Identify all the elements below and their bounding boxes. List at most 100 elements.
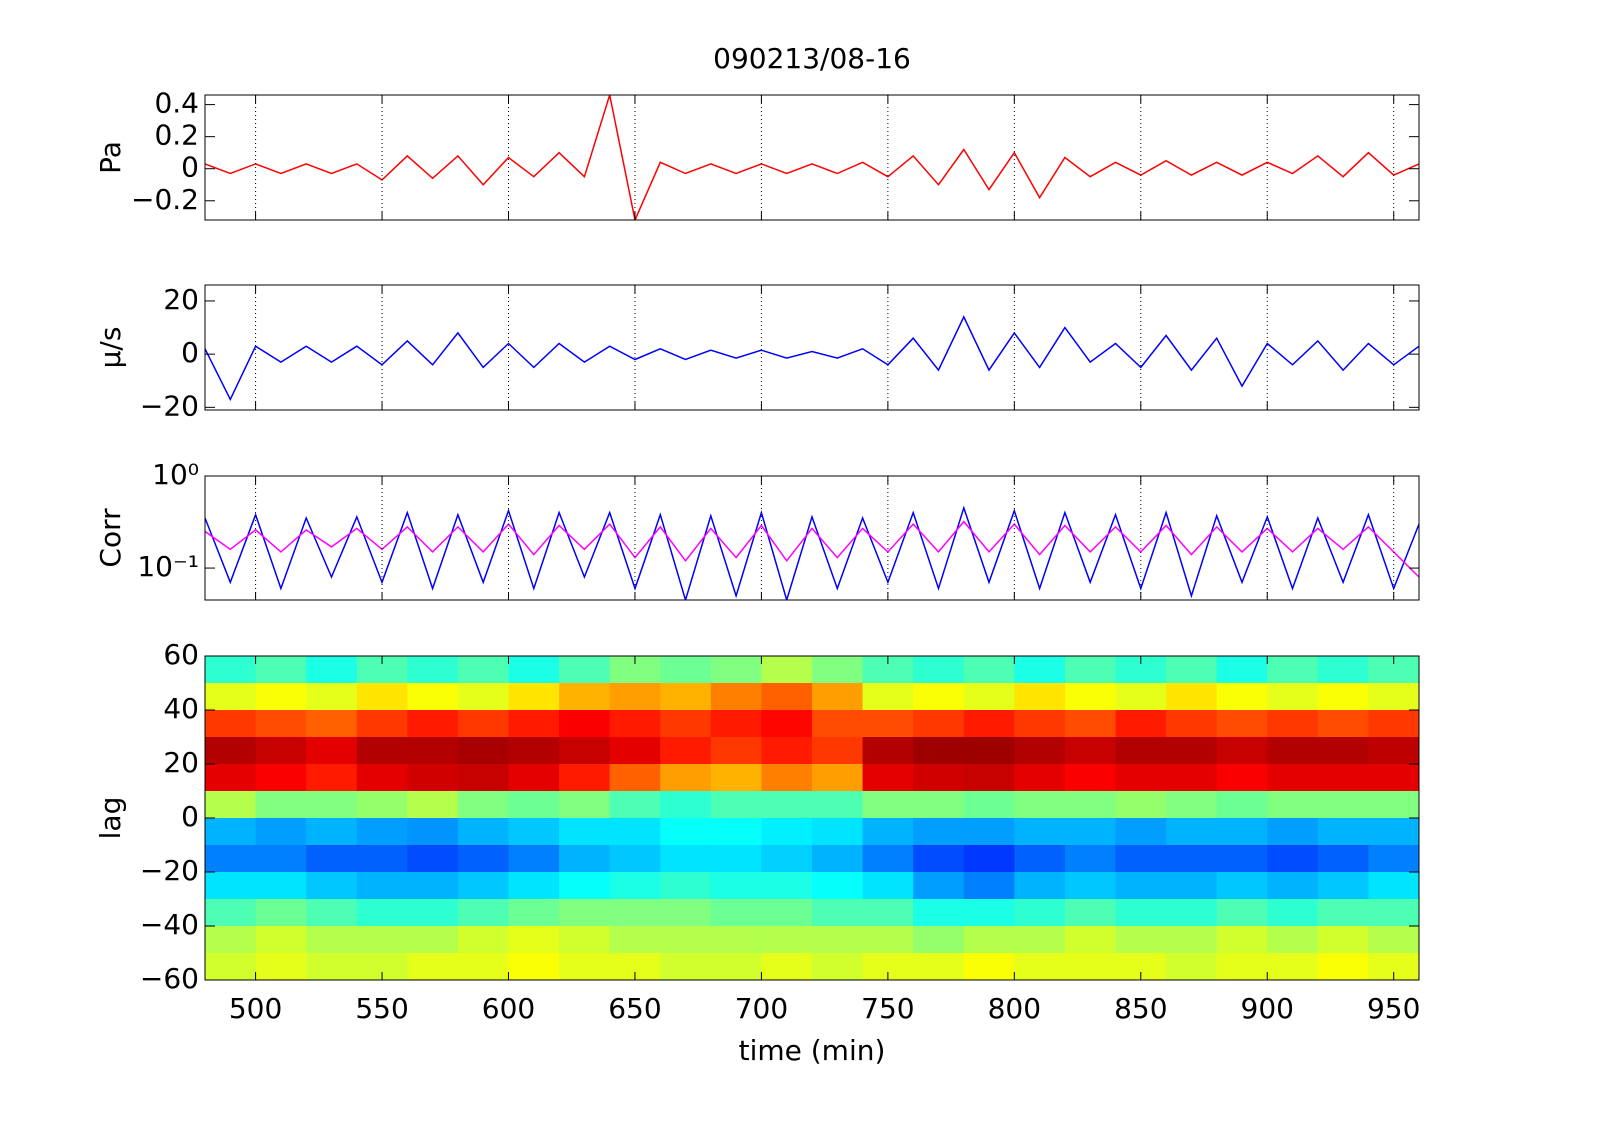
x-tick-label: 600 xyxy=(482,992,535,1025)
x-tick-label: 500 xyxy=(229,992,282,1025)
heat-cell xyxy=(306,683,358,711)
heat-cell xyxy=(1368,926,1419,954)
heat-cell xyxy=(508,818,560,846)
heat-cell xyxy=(457,710,509,738)
heat-cell xyxy=(913,845,965,873)
heat-cell xyxy=(457,737,509,765)
heat-cell xyxy=(1064,683,1116,711)
heat-cell xyxy=(660,737,712,765)
heat-cell xyxy=(559,764,611,792)
data-line xyxy=(205,315,1419,402)
heat-cell xyxy=(255,926,307,954)
heat-cell xyxy=(1317,872,1369,900)
heat-cell xyxy=(1368,710,1419,738)
heat-cell xyxy=(1368,737,1419,765)
heat-cell xyxy=(913,764,965,792)
heat-cell xyxy=(963,764,1015,792)
heat-cell xyxy=(457,791,509,819)
heat-cell xyxy=(710,953,762,980)
heat-cell xyxy=(457,764,509,792)
data-line xyxy=(205,95,1419,220)
heat-cell xyxy=(862,764,914,792)
heat-cell xyxy=(407,818,459,846)
heat-cell xyxy=(812,737,864,765)
heat-cell xyxy=(306,656,358,684)
heat-cell xyxy=(609,872,661,900)
y-axis-label: Corr xyxy=(94,508,127,568)
heat-cell xyxy=(710,926,762,954)
heat-cell xyxy=(1115,845,1167,873)
x-tick-label: 950 xyxy=(1367,992,1420,1025)
heat-cell xyxy=(1115,926,1167,954)
heat-cell xyxy=(761,899,813,927)
heat-cell xyxy=(559,899,611,927)
heat-cell xyxy=(710,818,762,846)
heat-cell xyxy=(609,683,661,711)
heat-cell xyxy=(761,764,813,792)
heat-cell xyxy=(1216,737,1268,765)
heat-cell xyxy=(1216,710,1268,738)
heat-cell xyxy=(306,737,358,765)
heat-cell xyxy=(1317,737,1369,765)
heat-cell xyxy=(306,845,358,873)
heat-cell xyxy=(1216,818,1268,846)
heat-cell xyxy=(356,791,408,819)
heat-cell xyxy=(609,764,661,792)
heat-cell xyxy=(913,872,965,900)
heat-cell xyxy=(1317,764,1369,792)
heat-cell xyxy=(862,845,914,873)
chart-title: 090213/08-16 xyxy=(713,42,911,75)
heat-cell xyxy=(356,899,408,927)
heat-cell xyxy=(1064,872,1116,900)
heat-cell xyxy=(255,818,307,846)
y-tick-label: 0 xyxy=(181,336,199,369)
heat-cell xyxy=(1166,737,1218,765)
heat-cell xyxy=(559,872,611,900)
heat-cell xyxy=(1014,845,1066,873)
heat-cell xyxy=(710,710,762,738)
heat-cell xyxy=(1216,899,1268,927)
heat-cell xyxy=(1064,791,1116,819)
heat-cell xyxy=(660,872,712,900)
heat-cell xyxy=(1267,818,1319,846)
heat-cell xyxy=(761,791,813,819)
heat-cell xyxy=(710,791,762,819)
heat-cell xyxy=(1267,656,1319,684)
heat-cell xyxy=(1317,710,1369,738)
heat-cell xyxy=(1115,899,1167,927)
heat-cell xyxy=(1014,953,1066,980)
heat-cell xyxy=(1014,710,1066,738)
heat-cell xyxy=(356,926,408,954)
heat-cell xyxy=(609,845,661,873)
heat-cell xyxy=(1064,845,1116,873)
y-tick-label: −20 xyxy=(140,854,199,887)
heat-cell xyxy=(609,737,661,765)
heat-cell xyxy=(1064,737,1116,765)
heat-cell xyxy=(1166,710,1218,738)
heat-cell xyxy=(710,737,762,765)
heat-cell xyxy=(1216,872,1268,900)
heat-cell xyxy=(1014,926,1066,954)
heat-cell xyxy=(1317,845,1369,873)
plot-area xyxy=(205,656,1419,980)
heat-cell xyxy=(356,737,408,765)
heat-cell xyxy=(862,872,914,900)
heat-cell xyxy=(660,764,712,792)
heat-cell xyxy=(457,656,509,684)
y-axis-label: Pa xyxy=(94,141,127,174)
heat-cell xyxy=(356,710,408,738)
heat-cell xyxy=(913,926,965,954)
heat-cell xyxy=(963,845,1015,873)
heat-cell xyxy=(457,926,509,954)
heat-cell xyxy=(407,899,459,927)
y-tick-label: 40 xyxy=(163,692,199,725)
heat-cell xyxy=(660,818,712,846)
y-tick-label: −0.2 xyxy=(131,183,199,216)
heat-cell xyxy=(1166,818,1218,846)
heat-cell xyxy=(457,899,509,927)
y-tick-label: 10⁰ xyxy=(152,458,199,491)
heat-cell xyxy=(457,953,509,980)
heat-cell xyxy=(559,818,611,846)
heat-cell xyxy=(457,818,509,846)
